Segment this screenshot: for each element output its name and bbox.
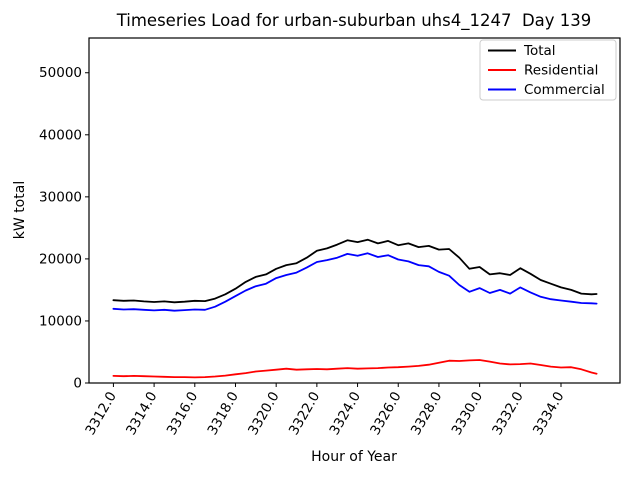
legend-item-residential: Residential <box>488 63 598 79</box>
y-tick-label: 40000 <box>39 127 82 143</box>
legend-item-total: Total <box>488 43 556 59</box>
series-lines <box>112 238 598 379</box>
legend-label-commercial: Commercial <box>524 82 605 98</box>
y-tick-label: 0 <box>73 376 82 392</box>
y-tick-label: 50000 <box>39 65 82 81</box>
x-tick-label: 3314.0 <box>123 389 160 438</box>
legend-label-residential: Residential <box>524 63 598 79</box>
x-tick-label: 3322.0 <box>286 389 323 438</box>
x-tick-label: 3316.0 <box>164 389 201 438</box>
x-tick-label: 3312.0 <box>82 389 119 438</box>
legend-label-total: Total <box>523 43 556 59</box>
legend-box <box>479 39 617 101</box>
x-tick-label: 3320.0 <box>245 389 282 438</box>
x-tick-label: 3334.0 <box>530 389 567 438</box>
series-line-residential <box>112 359 598 379</box>
chart-title: Timeseries Load for urban-suburban uhs4_… <box>116 11 592 31</box>
y-tick-label: 30000 <box>39 189 82 205</box>
x-axis-label: Hour of Year <box>311 449 397 465</box>
series-line-total <box>112 238 598 304</box>
x-tick-label: 3328.0 <box>408 389 445 438</box>
series-line-commercial <box>112 252 598 312</box>
x-tick-label: 3318.0 <box>204 389 241 438</box>
y-axis-label: kW total <box>12 181 28 239</box>
x-tick-label: 3330.0 <box>449 389 486 438</box>
legend: Total Residential Commercial <box>479 39 617 101</box>
x-tick-label: 3332.0 <box>489 389 526 438</box>
legend-item-commercial: Commercial <box>488 82 605 98</box>
x-tick-label: 3326.0 <box>367 389 404 438</box>
y-tick-label: 10000 <box>39 313 82 329</box>
y-tick-label: 20000 <box>39 251 82 267</box>
x-tick-label: 3324.0 <box>327 389 364 438</box>
